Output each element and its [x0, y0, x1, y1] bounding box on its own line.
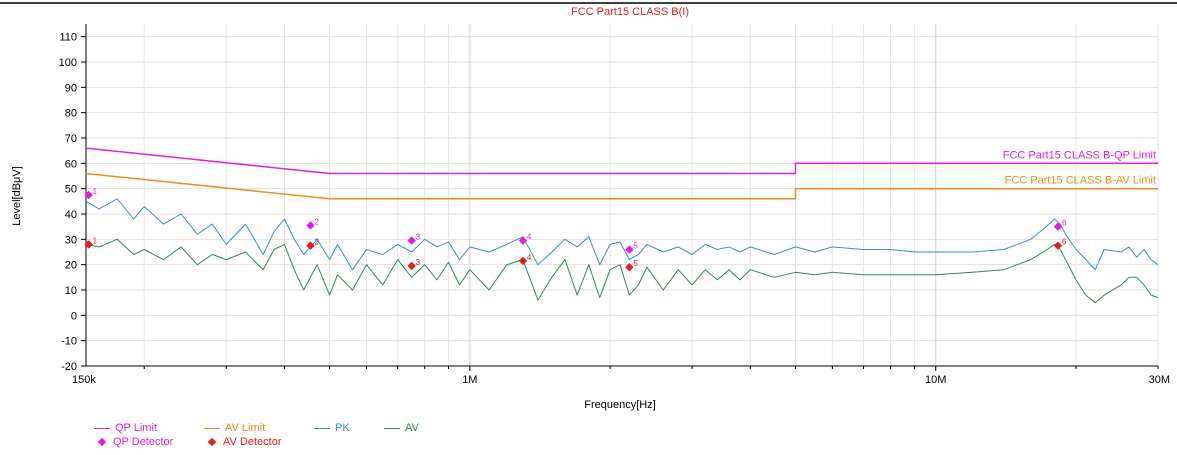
- x-tick-label: 30M: [1149, 374, 1170, 386]
- diamond-icon-qp: [97, 437, 107, 447]
- av-detector-marker: [1053, 241, 1063, 250]
- legend-label-av-limit: AV Limit: [225, 422, 266, 434]
- y-tick-label: 60: [65, 158, 77, 170]
- legend-label-qp-detector: QP Detector: [113, 436, 174, 448]
- qp-detector-marker-label: 6: [1062, 219, 1067, 228]
- av-detector-marker: [518, 256, 528, 266]
- grid: [85, 24, 1159, 367]
- legend-item-qp-detector: QP Detector: [94, 436, 204, 448]
- legend-item-av-limit: AV Limit: [204, 422, 314, 434]
- qp-detector-marker: [1053, 222, 1063, 231]
- qp-detector-marker-label: 4: [527, 233, 532, 242]
- x-axis-ticks: 150k 1M 10M 30M: [72, 366, 1170, 386]
- y-tick-label: 20: [65, 260, 77, 272]
- pk-line: [85, 198, 1159, 271]
- y-axis-label: Level[dBμV]: [11, 166, 23, 226]
- av-detector-marker: [306, 241, 315, 250]
- qp-detector-marker-label: 1: [93, 187, 98, 196]
- diamond-icon-av: [207, 437, 217, 447]
- qp-detector-marker: [407, 236, 416, 245]
- y-tick-label: 30: [65, 234, 77, 246]
- y-tick-label: 110: [59, 32, 77, 44]
- legend-item-qp-limit: QP Limit: [94, 422, 204, 434]
- av-detector-marker-label: 3: [416, 258, 421, 267]
- qp-detector-marker: [84, 190, 93, 200]
- legend-item-av: AV: [384, 422, 494, 434]
- legend: QP Limit AV Limit PK AV QP Detector AV D…: [94, 421, 494, 449]
- y-tick-label: 90: [65, 82, 77, 94]
- x-axis-label: Frequency[Hz]: [584, 399, 656, 411]
- qp-detector-marker-label: 5: [633, 241, 638, 250]
- legend-swatch-av: [384, 427, 400, 429]
- qp-detector-marker: [306, 221, 315, 230]
- y-tick-label: 10: [65, 285, 77, 297]
- y-tick-label: -10: [61, 336, 77, 348]
- legend-label-qp-limit: QP Limit: [115, 422, 157, 434]
- legend-item-pk: PK: [314, 422, 384, 434]
- av-detector-marker-label: 1: [93, 236, 98, 245]
- qp-detector-marker: [625, 245, 634, 254]
- x-tick-label: 10M: [925, 374, 946, 386]
- y-axis-ticks: -20 -10 0 10 20 30 40 50 60 70 80 90 100 110: [59, 32, 86, 373]
- legend-swatch-qp-limit: [94, 427, 110, 429]
- av-line: [85, 238, 1159, 304]
- qp-detector-marker-label: 3: [416, 233, 421, 242]
- emission-chart: FCC Part15 CLASS B(I) -20 -10 0 10 20 30 40 50 6…: [0, 2, 1177, 411]
- y-tick-label: 100: [59, 57, 77, 69]
- limit-labels: FCC Part15 CLASS B-QP Limit FCC Part15 CL…: [1003, 149, 1156, 186]
- y-tick-label: 80: [65, 108, 77, 120]
- av-detector-marker-label: 4: [527, 253, 532, 262]
- legend-label-pk: PK: [335, 422, 350, 434]
- y-tick-label: 50: [65, 184, 77, 196]
- x-tick-label: 150k: [72, 374, 96, 386]
- y-tick-label: 70: [65, 133, 77, 145]
- av-limit-label: FCC Part15 CLASS B-AV Limit: [1005, 175, 1156, 187]
- av-detector-marker: [625, 262, 634, 272]
- chart-title: FCC Part15 CLASS B(I): [571, 6, 689, 18]
- av-limit-line: [85, 172, 1158, 200]
- qp-limit-line: [85, 147, 1158, 175]
- legend-swatch-pk: [314, 427, 330, 429]
- legend-swatch-av-limit: [204, 427, 220, 429]
- av-detector-marker: [84, 240, 93, 249]
- av-detector-marker-label: 5: [633, 259, 638, 268]
- qp-detector-marker-label: 2: [315, 217, 320, 226]
- series-lines: [85, 147, 1159, 304]
- av-detector-marker: [407, 261, 416, 271]
- av-detector-marker-label: 2: [315, 238, 320, 247]
- qp-limit-label: FCC Part15 CLASS B-QP Limit: [1003, 149, 1156, 161]
- legend-label-av-detector: AV Detector: [223, 436, 282, 448]
- y-tick-label: 0: [71, 310, 77, 322]
- y-tick-label: 40: [65, 209, 77, 221]
- x-tick-label: 1M: [462, 374, 477, 386]
- legend-item-av-detector: AV Detector: [204, 436, 314, 448]
- av-detector-marker-label: 6: [1062, 238, 1067, 247]
- legend-label-av: AV: [405, 422, 419, 434]
- y-tick-label: -20: [61, 361, 77, 373]
- detector-markers: 1 2 3 4 5 6 1 2 3 4 5 6: [84, 187, 1067, 272]
